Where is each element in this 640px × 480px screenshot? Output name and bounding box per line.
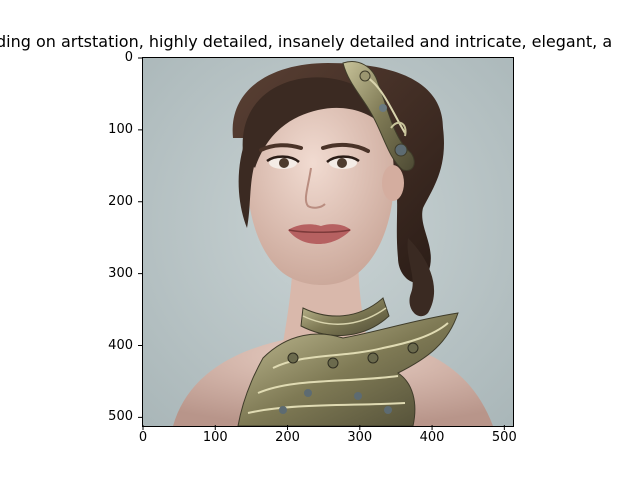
portrait-illustration (143, 58, 513, 426)
portrait-image (143, 58, 513, 426)
x-tick-label: 200 (275, 430, 300, 445)
hair-fringe (242, 77, 393, 168)
x-tick-label: 0 (138, 430, 148, 445)
plot-title: ding on artstation, highly detailed, ins… (0, 30, 640, 54)
x-tick-label: 100 (202, 430, 228, 445)
y-tick-label: 200 (108, 193, 133, 209)
eyebrow-left (259, 143, 303, 152)
eye-left (266, 155, 300, 169)
hair-side-left (238, 148, 255, 228)
y-tick-label: 300 (108, 265, 133, 281)
hair-ornament (342, 61, 415, 172)
eye-right (326, 155, 360, 169)
y-tick-label: 500 (108, 409, 133, 425)
x-tick-label: 400 (419, 430, 445, 445)
eyebrow-right (321, 142, 370, 153)
y-tick-label: 100 (108, 121, 133, 137)
ear (382, 165, 404, 201)
image-axes (142, 57, 514, 427)
plot-title-text: ding on artstation, highly detailed, ins… (0, 32, 613, 51)
nose (304, 167, 326, 209)
hair-strand (407, 238, 435, 317)
choker-necklace (300, 297, 390, 336)
x-tick-label: 300 (347, 430, 373, 445)
x-tick-label: 500 (491, 430, 517, 445)
collar-necklace (237, 312, 459, 426)
lip-line (288, 229, 351, 233)
y-tick-label: 400 (108, 337, 133, 353)
y-tick-label: 0 (124, 50, 133, 65)
lips (288, 224, 351, 244)
